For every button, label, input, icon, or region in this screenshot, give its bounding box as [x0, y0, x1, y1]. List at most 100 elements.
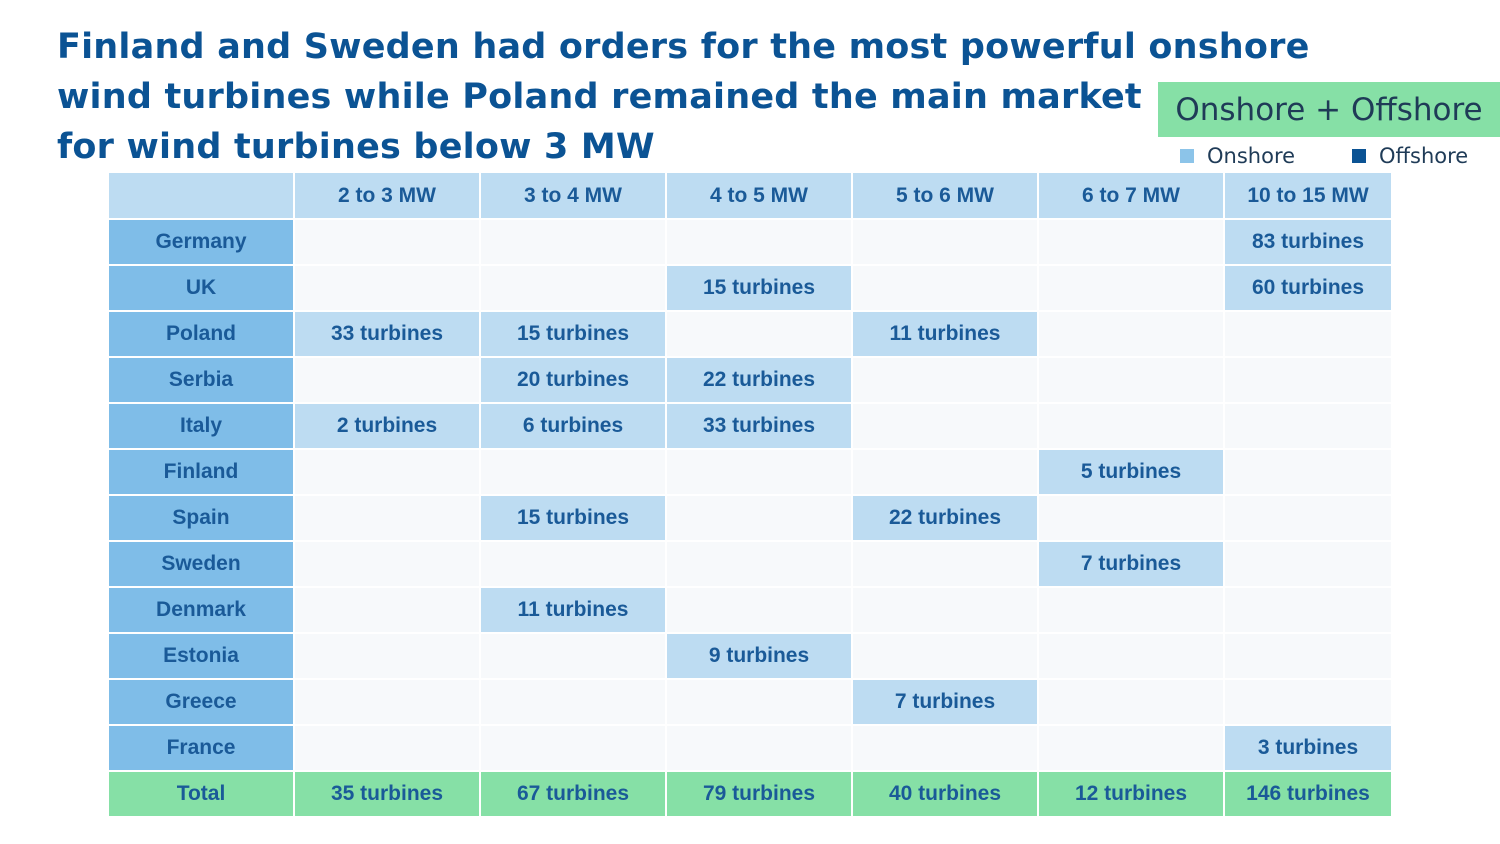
- empty-cell: [1037, 632, 1225, 680]
- turbine-count-cell: 11 turbines: [851, 310, 1039, 358]
- empty-cell: [1223, 402, 1393, 450]
- empty-cell: [293, 448, 481, 496]
- country-label: Sweden: [107, 540, 295, 588]
- total-cell: 79 turbines: [665, 770, 853, 818]
- table-row-greece: Greece 7 turbines: [107, 678, 1393, 726]
- empty-cell: [665, 724, 853, 772]
- empty-cell: [665, 494, 853, 542]
- empty-cell: [851, 724, 1039, 772]
- legend: Onshore Offshore: [1180, 144, 1500, 170]
- table-row-denmark: Denmark 11 turbines: [107, 586, 1393, 634]
- empty-cell: [1223, 586, 1393, 634]
- empty-cell: [1037, 218, 1225, 266]
- empty-cell: [293, 494, 481, 542]
- legend-label-onshore: Onshore: [1207, 144, 1296, 168]
- column-header-4-5mw: 4 to 5 MW: [665, 171, 853, 220]
- country-label: Serbia: [107, 356, 295, 404]
- legend-item-onshore: Onshore: [1180, 144, 1295, 168]
- empty-cell: [1223, 448, 1393, 496]
- empty-cell: [1037, 310, 1225, 358]
- empty-cell: [851, 356, 1039, 404]
- turbine-count-cell: 33 turbines: [665, 402, 853, 450]
- empty-cell: [293, 586, 481, 634]
- country-label: Estonia: [107, 632, 295, 680]
- country-label: Greece: [107, 678, 295, 726]
- empty-cell: [851, 402, 1039, 450]
- empty-cell: [1037, 586, 1225, 634]
- empty-cell: [1223, 678, 1393, 726]
- turbine-count-cell: 3 turbines: [1223, 724, 1393, 772]
- empty-cell: [1037, 724, 1225, 772]
- table-row-serbia: Serbia 20 turbines 22 turbines: [107, 356, 1393, 404]
- chart-title: Finland and Sweden had orders for the mo…: [57, 22, 1310, 172]
- empty-cell: [851, 632, 1039, 680]
- empty-cell: [1223, 310, 1393, 358]
- turbine-orders-table: 2 to 3 MW 3 to 4 MW 4 to 5 MW 5 to 6 MW …: [107, 171, 1393, 818]
- column-header-6-7mw: 6 to 7 MW: [1037, 171, 1225, 220]
- empty-cell: [1223, 494, 1393, 542]
- country-label: Denmark: [107, 586, 295, 634]
- table-row-uk: UK 15 turbines 60 turbines: [107, 264, 1393, 312]
- empty-cell: [479, 264, 667, 312]
- empty-cell: [1223, 632, 1393, 680]
- turbine-count-cell: 9 turbines: [665, 632, 853, 680]
- header-corner-cell: [107, 171, 295, 220]
- country-label: UK: [107, 264, 295, 312]
- empty-cell: [293, 724, 481, 772]
- table-row-finland: Finland 5 turbines: [107, 448, 1393, 496]
- empty-cell: [1037, 264, 1225, 312]
- empty-cell: [851, 264, 1039, 312]
- empty-cell: [851, 448, 1039, 496]
- empty-cell: [1037, 402, 1225, 450]
- empty-cell: [293, 264, 481, 312]
- turbine-count-cell: 6 turbines: [479, 402, 667, 450]
- empty-cell: [851, 586, 1039, 634]
- table-row-poland: Poland 33 turbines 15 turbines 11 turbines: [107, 310, 1393, 358]
- empty-cell: [293, 678, 481, 726]
- turbine-count-cell: 15 turbines: [479, 310, 667, 358]
- total-cell: 40 turbines: [851, 770, 1039, 818]
- empty-cell: [1037, 356, 1225, 404]
- empty-cell: [1223, 540, 1393, 588]
- legend-label-offshore: Offshore: [1379, 144, 1469, 168]
- offshore-swatch-icon: [1352, 149, 1366, 163]
- onshore-swatch-icon: [1180, 149, 1194, 163]
- turbine-count-cell: 7 turbines: [1037, 540, 1225, 588]
- turbine-count-cell: 60 turbines: [1223, 264, 1393, 312]
- empty-cell: [479, 632, 667, 680]
- empty-cell: [665, 218, 853, 266]
- empty-cell: [479, 448, 667, 496]
- empty-cell: [665, 310, 853, 358]
- empty-cell: [479, 218, 667, 266]
- turbine-count-cell: 15 turbines: [665, 264, 853, 312]
- title-line-3: for wind turbines below 3 MW: [57, 127, 655, 167]
- turbine-count-cell: 83 turbines: [1223, 218, 1393, 266]
- total-cell: 35 turbines: [293, 770, 481, 818]
- turbine-count-cell: 2 turbines: [293, 402, 481, 450]
- table-row-germany: Germany 83 turbines: [107, 218, 1393, 266]
- country-label: Finland: [107, 448, 295, 496]
- empty-cell: [665, 540, 853, 588]
- turbine-count-cell: 33 turbines: [293, 310, 481, 358]
- empty-cell: [1037, 678, 1225, 726]
- title-line-1: Finland and Sweden had orders for the mo…: [57, 27, 1310, 67]
- market-scope-badge: Onshore + Offshore: [1158, 82, 1500, 137]
- country-label: Spain: [107, 494, 295, 542]
- table-row-sweden: Sweden 7 turbines: [107, 540, 1393, 588]
- empty-cell: [293, 218, 481, 266]
- turbine-count-cell: 20 turbines: [479, 356, 667, 404]
- country-label: Italy: [107, 402, 295, 450]
- country-label: France: [107, 724, 295, 772]
- total-cell: 67 turbines: [479, 770, 667, 818]
- table-row-spain: Spain 15 turbines 22 turbines: [107, 494, 1393, 542]
- column-header-10-15mw: 10 to 15 MW: [1223, 171, 1393, 220]
- empty-cell: [479, 678, 667, 726]
- empty-cell: [293, 356, 481, 404]
- turbine-count-cell: 15 turbines: [479, 494, 667, 542]
- turbine-count-cell: 11 turbines: [479, 586, 667, 634]
- empty-cell: [851, 218, 1039, 266]
- total-label: Total: [107, 770, 295, 818]
- empty-cell: [665, 586, 853, 634]
- empty-cell: [1037, 494, 1225, 542]
- title-line-2: wind turbines while Poland remained the …: [57, 77, 1142, 117]
